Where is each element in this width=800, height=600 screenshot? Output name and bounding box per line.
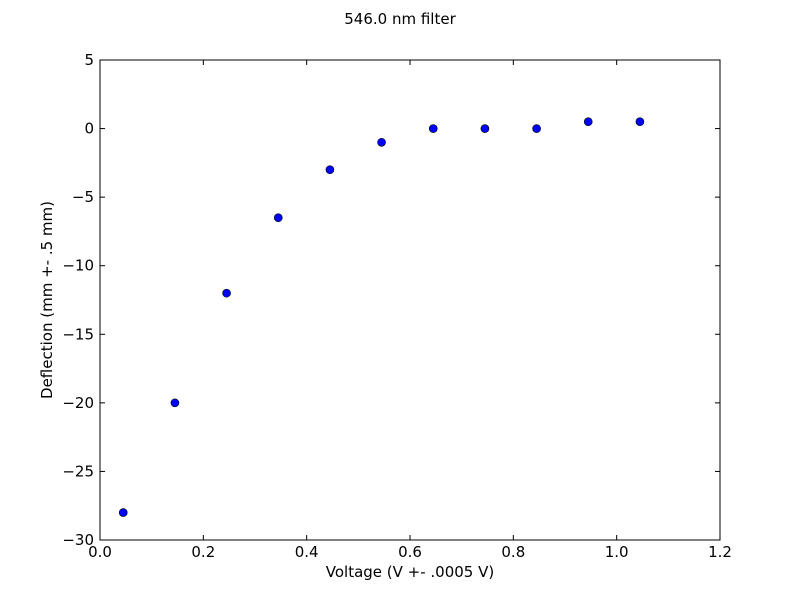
data-point xyxy=(428,124,438,133)
data-point xyxy=(532,124,541,133)
data-point xyxy=(583,117,593,127)
data-point xyxy=(273,213,283,223)
x-tick-labels: 0.0 0.2 0.4 0.6 0.8 1.0 1.2 xyxy=(88,543,732,561)
x-tick-label: 0.4 xyxy=(295,543,319,561)
y-tick-label: −30 xyxy=(62,531,94,549)
y-tick-label: 0 xyxy=(84,120,94,138)
data-point xyxy=(118,508,128,517)
y-axis-label: Deflection (mm +- .5 mm) xyxy=(38,201,56,399)
y-tick-label: −10 xyxy=(62,257,94,275)
y-tick-label: −5 xyxy=(72,188,94,206)
y-tick-label: 5 xyxy=(84,51,94,69)
chart-title: 546.0 nm filter xyxy=(344,10,456,28)
data-point xyxy=(170,398,180,408)
data-point xyxy=(377,137,386,147)
y-tick-label: −25 xyxy=(62,462,94,480)
plot-frame xyxy=(99,59,721,541)
x-tick-label: 0.6 xyxy=(398,543,422,561)
data-point xyxy=(635,117,645,127)
x-tick-label: 0.2 xyxy=(191,543,215,561)
data-points xyxy=(118,117,645,517)
x-tick-label: 1.0 xyxy=(605,543,629,561)
data-point xyxy=(325,165,335,175)
data-point xyxy=(480,124,490,133)
data-point xyxy=(222,288,231,298)
y-tick-label: −15 xyxy=(62,325,94,343)
y-tick-label: −20 xyxy=(62,394,94,412)
x-axis-label: Voltage (V +- .0005 V) xyxy=(326,563,495,581)
x-tick-label: 0.8 xyxy=(501,543,525,561)
y-tick-labels: 5 0 −5 −10 −15 −20 −25 −30 xyxy=(62,51,94,549)
x-tick-label: 0.0 xyxy=(88,543,112,561)
x-tick-label: 1.2 xyxy=(708,543,732,561)
axis-ticks xyxy=(99,59,721,541)
